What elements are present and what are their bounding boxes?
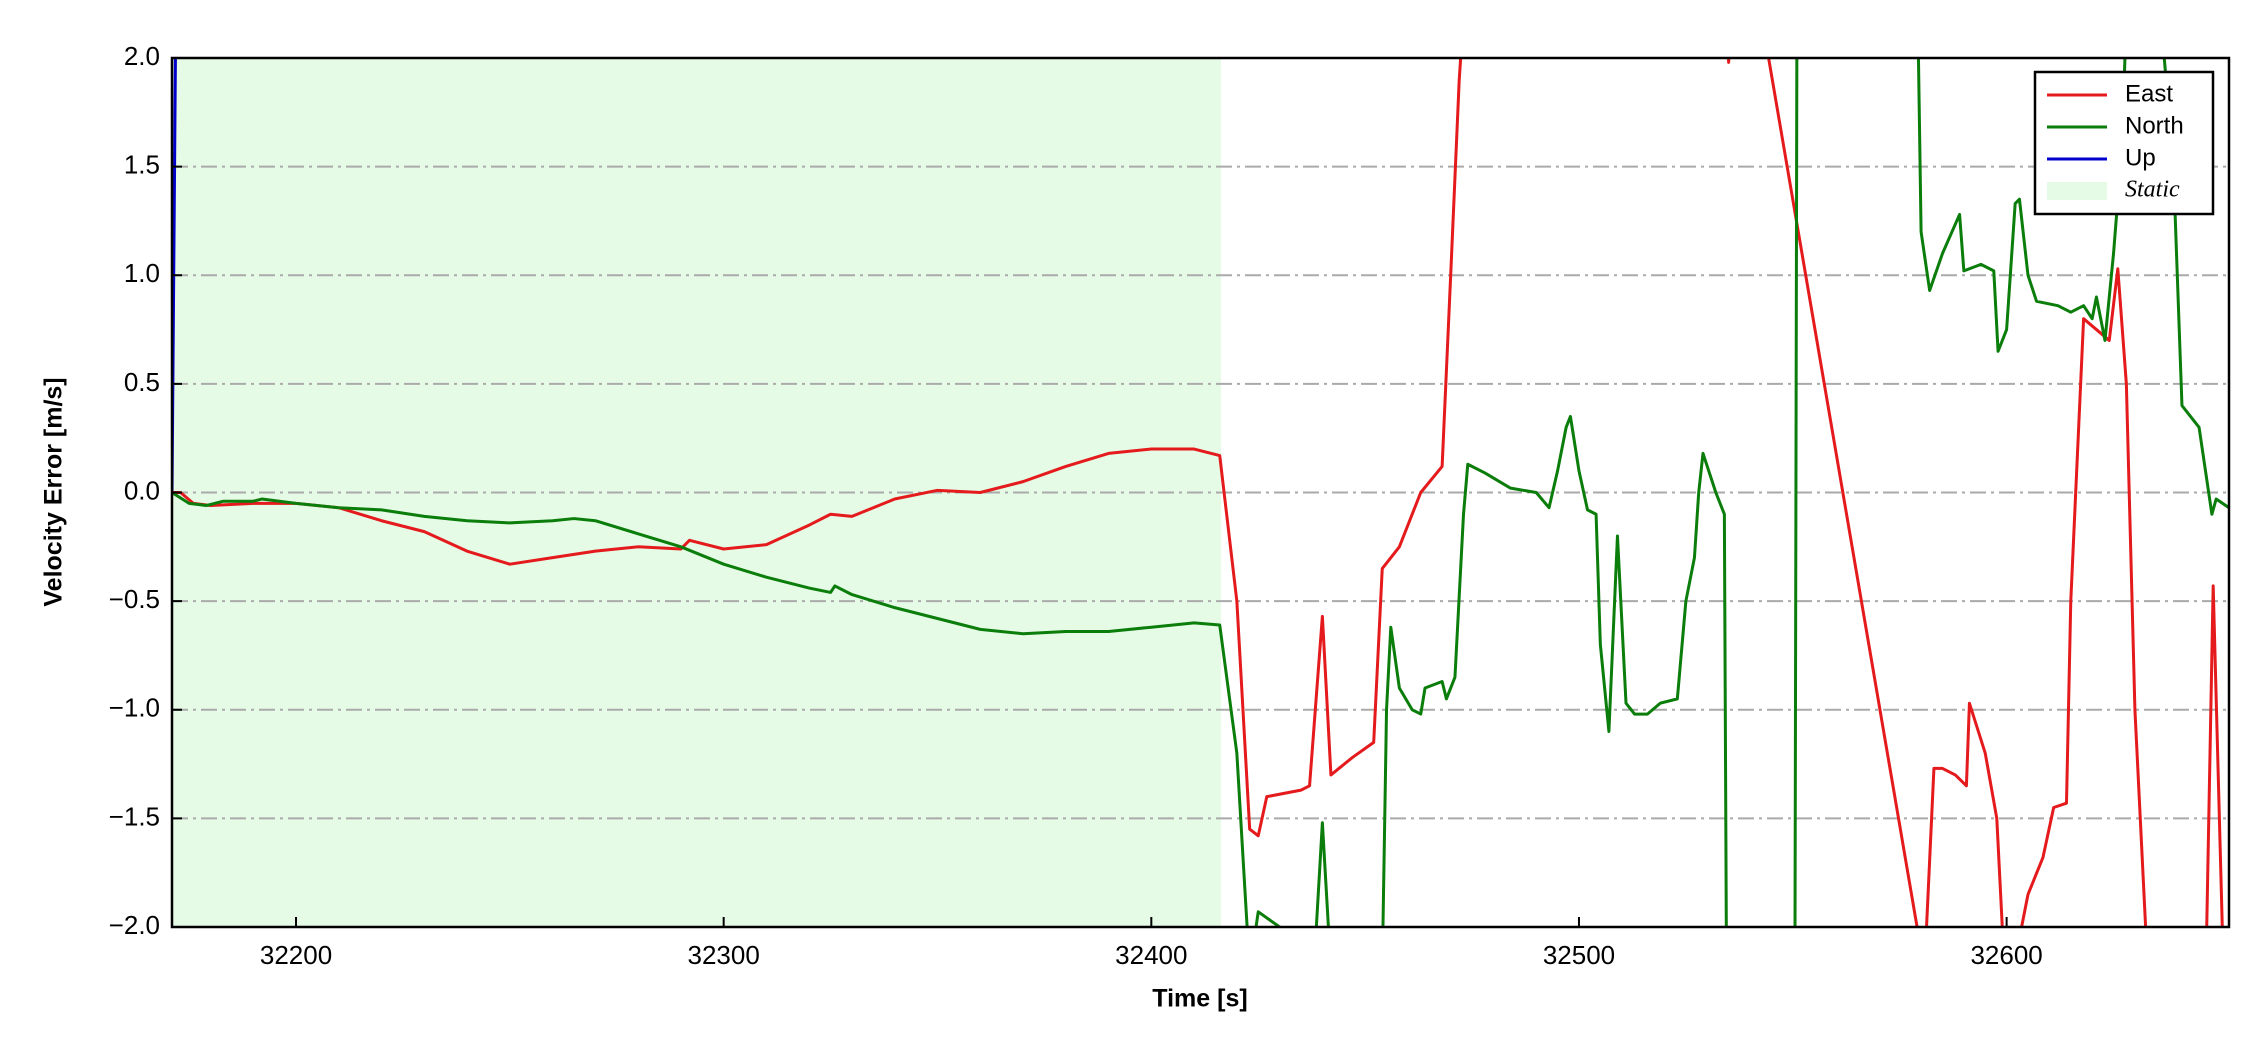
y-tick-label: 1.5 [124,150,160,180]
plot-area [172,58,2229,927]
legend: East North Up Static [2033,70,2215,216]
y-tick-label: −2.0 [109,910,160,940]
legend-label: Up [2125,144,2156,171]
legend-label: Static [2125,177,2180,203]
y-axis-label: Velocity Error [m/s] [40,377,68,606]
y-tick-label: 0.0 [124,475,160,505]
y-tick-label: 1.0 [124,258,160,288]
y-tick-label: −1.5 [109,801,160,831]
series-line [172,58,2224,927]
y-tick-label: 0.5 [124,367,160,397]
legend-swatch [2047,182,2107,200]
x-axis-label: Time [s] [1152,985,1247,1013]
legend-label: North [2125,112,2184,139]
series-line [172,58,2229,927]
x-tick-label: 32400 [1115,940,1187,970]
y-tick-label: −1.0 [109,693,160,723]
x-tick-label: 32300 [688,940,760,970]
legend-label: East [2125,80,2173,107]
x-tick-label: 32200 [260,940,332,970]
x-tick-label: 32600 [1970,940,2042,970]
y-tick-label: −0.5 [109,584,160,614]
x-tick-label: 32500 [1543,940,1615,970]
y-tick-label: 2.0 [124,41,160,71]
